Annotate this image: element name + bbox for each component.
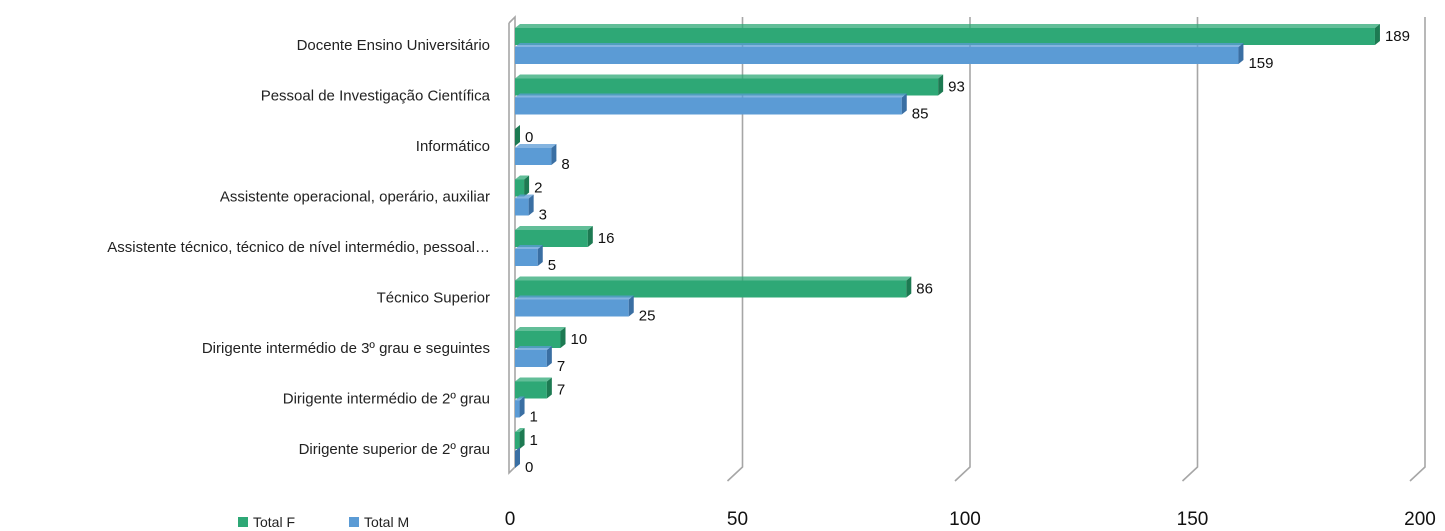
bar-end-cap [628,295,634,317]
bar-end-cap [537,245,543,266]
bar-end-cap [524,175,530,197]
data-label: 8 [561,156,569,173]
legend-label: Total M [364,514,409,530]
data-label: 10 [571,331,588,348]
bar-end-cap [519,396,525,418]
bar-top-face [515,327,566,331]
bar-m [515,350,547,367]
bar-end-cap [546,377,552,399]
bar-top-face [515,276,912,281]
category-label: Dirigente intermédio de 3º grau e seguin… [202,340,490,357]
category-label: Informático [416,138,490,155]
bar-f [515,230,588,247]
bar-end-cap [938,74,944,96]
bar-top-face [515,377,552,382]
bar-f [515,280,907,298]
bar-m [515,97,902,115]
category-label: Pessoal de Investigação Científica [261,88,491,105]
gridlines [508,15,1426,482]
bar-top-face [515,24,1380,28]
data-label: 25 [639,308,656,325]
bar-m [515,148,552,165]
data-label: 1 [530,432,538,449]
data-label: 93 [948,79,965,96]
gridline-2 [954,17,971,482]
category-label: Docente Ensino Universitário [297,37,490,54]
legend-swatch [238,517,248,527]
category-label: Assistente operacional, operário, auxili… [220,189,490,206]
bar-top-face [515,428,525,432]
bar-f [515,381,547,399]
category-label: Assistente técnico, técnico de nível int… [107,239,490,256]
data-label: 1 [530,409,538,426]
gridline-1 [726,17,744,482]
category-label: Dirigente intermédio de 2º grau [283,391,490,408]
bar-top-face [515,194,534,199]
data-label: 7 [557,358,565,375]
bar-f [515,432,520,449]
bar-f [515,331,561,348]
data-label: 85 [912,106,929,123]
bar-f [515,179,525,197]
bars [515,24,1380,468]
bar-end-cap [551,144,557,165]
x-tick-label: 50 [727,509,748,530]
legend-swatch [349,517,359,527]
gridline-0 [508,15,516,475]
data-label: 16 [598,230,615,247]
x-tick-label: 0 [505,509,516,530]
bar-f [515,78,939,96]
bar-end-cap [515,125,520,146]
bar-end-cap [1374,24,1380,45]
x-tick-label: 100 [949,509,981,530]
bar-end-cap [519,428,525,449]
data-label: 5 [548,257,556,274]
bar-top-face [515,245,543,249]
bar-m [515,198,529,216]
data-label: 159 [1248,55,1273,72]
x-tick-label: 150 [1177,509,1209,530]
bar-m [515,299,629,317]
bar-top-face [515,396,525,401]
legend-label: Total F [253,514,295,530]
bar-end-cap [906,276,912,298]
bar-top-face [515,74,944,79]
bar-top-face [515,144,557,148]
category-label: Dirigente superior de 2º grau [299,441,490,458]
bar-top-face [515,93,907,98]
bar-end-cap [587,226,593,247]
data-label: 86 [916,281,933,298]
bar-end-cap [1238,43,1244,64]
bar-m [515,400,520,418]
bar-f [515,28,1375,45]
bar-top-face [515,226,593,230]
gridline-3 [1181,17,1199,482]
bar-end-cap [901,93,907,115]
data-label: 189 [1385,28,1410,45]
bar-m [515,249,538,266]
legend: Total F Total M [238,514,409,530]
bar-top-face [515,43,1244,47]
bar-m [515,47,1239,64]
bar-top-face [515,346,552,350]
bar-end-cap [528,194,534,216]
bar-end-cap [546,346,552,367]
gridline-4 [1409,17,1426,482]
data-label: 2 [534,180,542,197]
data-label: 3 [539,207,547,224]
data-label: 0 [525,459,533,476]
data-label: 7 [557,382,565,399]
bar-end-cap [560,327,566,348]
bar-top-face [515,175,530,180]
category-label: Técnico Superior [377,290,490,307]
x-tick-label: 200 [1404,509,1436,530]
bar-top-face [515,295,634,300]
data-label: 0 [525,129,533,146]
bar-end-cap [515,447,520,468]
